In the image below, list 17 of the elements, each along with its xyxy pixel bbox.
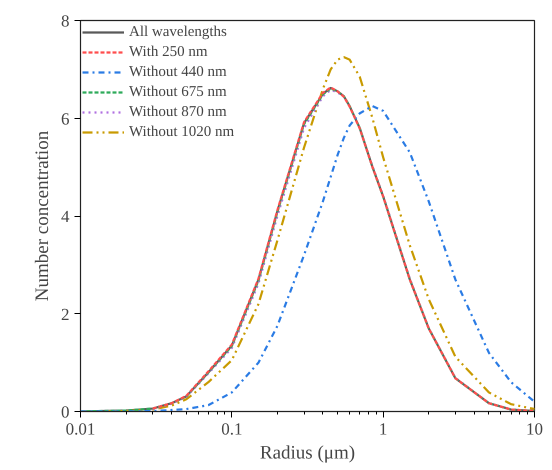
- x-tick-label: 0.1: [221, 420, 242, 438]
- x-tick-label: 1: [378, 420, 388, 438]
- y-tick-label: 2: [61, 304, 70, 324]
- legend-label: Without 440 nm: [129, 63, 227, 81]
- legend-label: With 250 nm: [129, 43, 208, 61]
- y-tick-label: 4: [61, 207, 70, 226]
- legend-label: Without 675 nm: [129, 83, 227, 101]
- y-axis-title: Number concentration: [32, 130, 53, 302]
- legend-label: Without 870 nm: [129, 103, 227, 121]
- x-axis-title: Radius (μm): [260, 442, 356, 464]
- x-tick-label: 0.01: [66, 420, 96, 438]
- y-tick-label: 6: [61, 109, 70, 128]
- legend-label: Without 1020 nm: [129, 123, 234, 141]
- x-tick-label: 10: [526, 420, 543, 438]
- y-tick-label: 0: [61, 402, 70, 422]
- y-tick-label: 8: [61, 12, 70, 30]
- legend-label: All wavelengths: [129, 23, 227, 41]
